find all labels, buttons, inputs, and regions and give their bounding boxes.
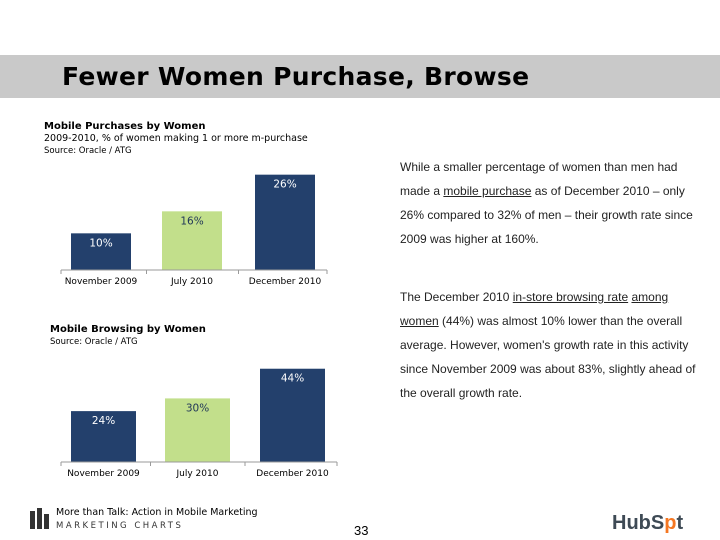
among-women-link[interactable]: among women xyxy=(400,290,669,328)
p1-text-a: While a smaller percentage of women than… xyxy=(400,160,678,198)
in-store-browsing-link[interactable]: in-store browsing rate xyxy=(512,290,629,304)
chart1-data-label-1: 10% xyxy=(89,237,112,249)
bars-logo-icon xyxy=(30,508,49,529)
slide-title: Fewer Women Purchase, Browse xyxy=(62,62,530,91)
chart2-bar-3 xyxy=(260,368,325,462)
chart1-data-label-3: 26% xyxy=(273,179,296,191)
chart2-source: Source: Oracle / ATG xyxy=(50,337,138,347)
chart1-category-label-3: December 2010 xyxy=(249,277,322,287)
footer-brand: MARKETING CHARTS xyxy=(56,521,184,531)
chart1-bar-1 xyxy=(71,233,131,270)
chart1-subtitle: 2009-2010, % of women making 1 or more m… xyxy=(44,133,308,144)
chart2-category-label-3: December 2010 xyxy=(256,469,329,479)
chart1-category-label-2: July 2010 xyxy=(170,277,213,287)
hubspot-logo-sprocket: p xyxy=(664,512,677,534)
p1-text-b: as of December 2010 – only 26% compared … xyxy=(400,184,693,246)
hubspot-logo-text-a: HubS xyxy=(612,512,665,534)
chart2-category-label-1: November 2009 xyxy=(67,469,140,479)
p2-text-a: The December 2010 xyxy=(400,290,513,304)
chart2-data-label-3: 44% xyxy=(281,373,304,385)
chart1-source: Source: Oracle / ATG xyxy=(44,146,132,156)
chart1-bar-2 xyxy=(162,211,222,270)
chart2-bar-2 xyxy=(165,398,230,462)
chart1-bar-3 xyxy=(255,174,315,270)
chart1-title: Mobile Purchases by Women xyxy=(44,121,206,132)
title-bar xyxy=(0,55,720,98)
chart2-data-label-2: 30% xyxy=(186,402,209,414)
hubspot-logo: HubSpt xyxy=(612,512,683,535)
footer-tagline: More than Talk: Action in Mobile Marketi… xyxy=(56,507,258,518)
chart2-bar-1 xyxy=(71,411,136,462)
chart2-title: Mobile Browsing by Women xyxy=(50,324,206,335)
chart2-data-label-1: 24% xyxy=(92,415,115,427)
mobile-purchase-link[interactable]: mobile purchase xyxy=(443,184,532,198)
chart2-category-label-2: July 2010 xyxy=(176,469,219,479)
paragraph-purchase: While a smaller percentage of women than… xyxy=(400,155,700,251)
paragraph-browsing: The December 2010 in-store browsing rate… xyxy=(400,285,700,405)
hubspot-logo-text-b: t xyxy=(676,512,684,534)
chart1-category-label-1: November 2009 xyxy=(65,277,138,287)
page-number: 33 xyxy=(354,523,369,538)
p2-text-c: (44%) was almost 10% lower than the over… xyxy=(400,314,696,400)
chart1-data-label-2: 16% xyxy=(180,215,203,227)
